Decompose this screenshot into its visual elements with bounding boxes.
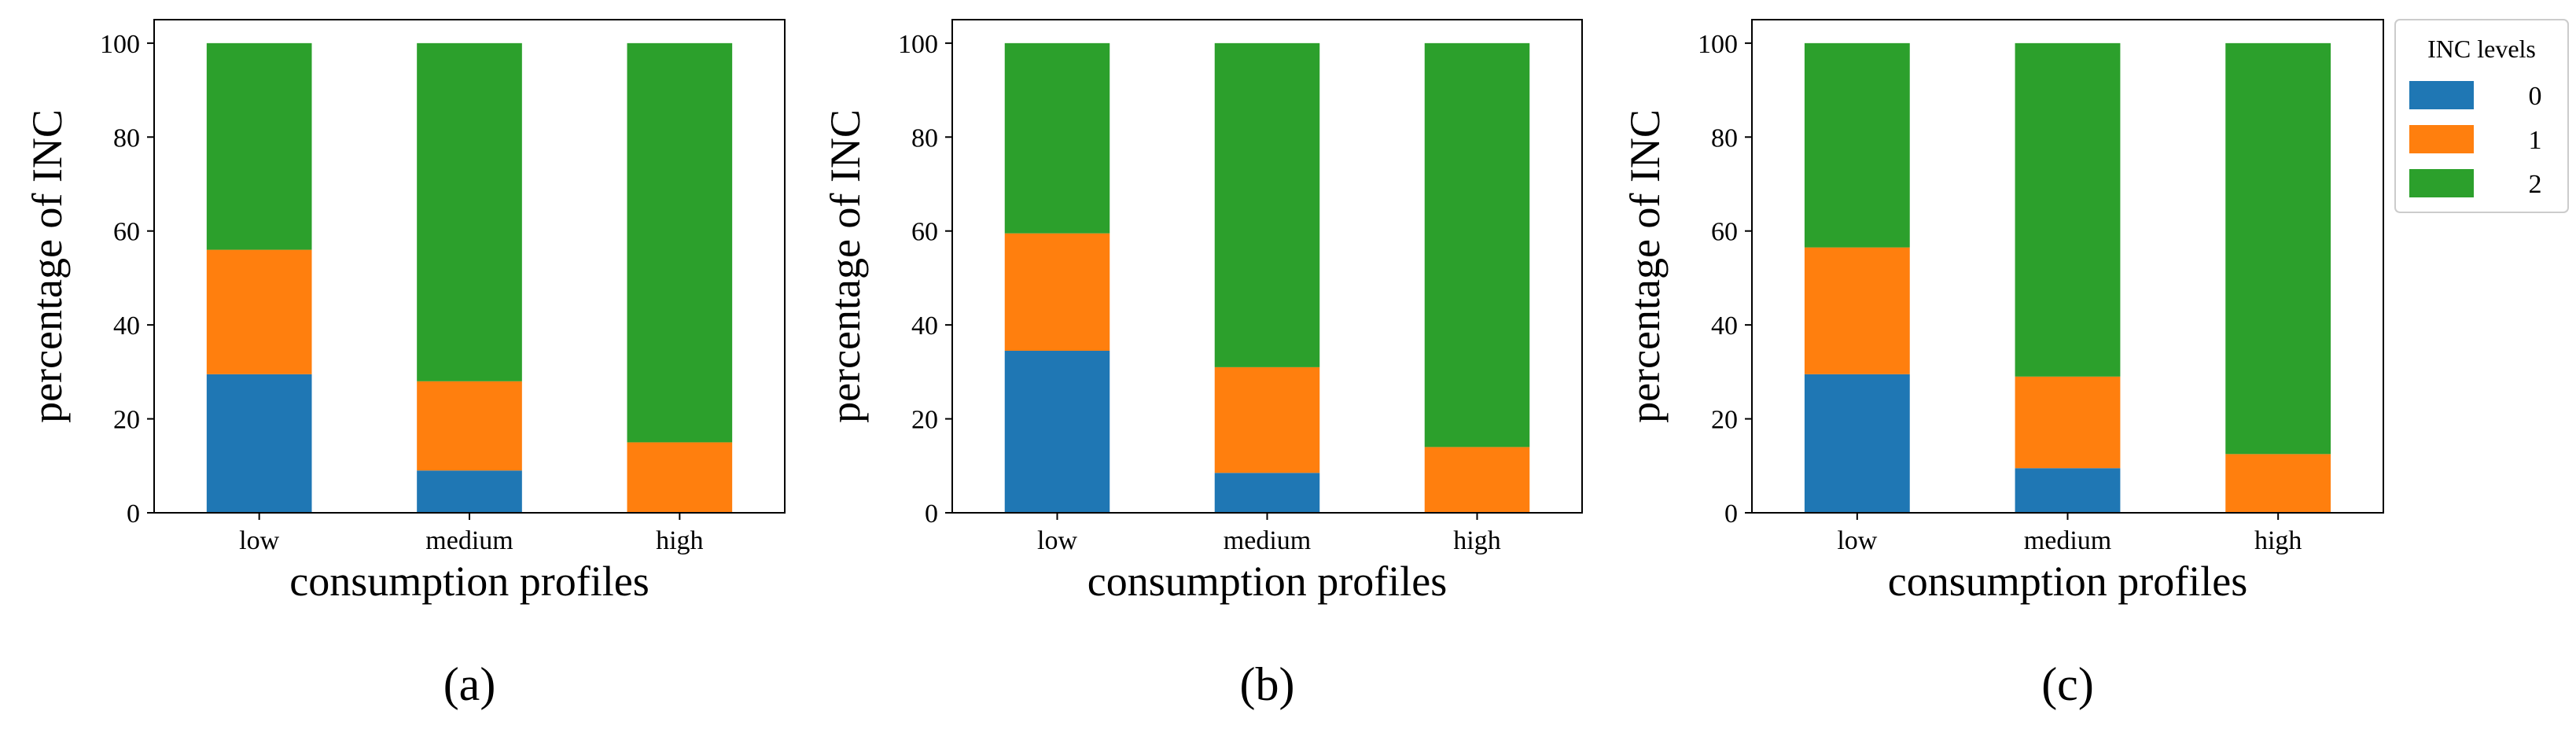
bar-medium-level-0: [1214, 473, 1320, 513]
bar-medium-level-2: [2015, 42, 2121, 377]
x-axis-label: consumption profiles: [1888, 558, 2247, 605]
bar-high-level-2: [627, 42, 733, 443]
y-tick-label: 60: [113, 218, 140, 247]
bar-medium-level-0: [2015, 468, 2121, 513]
legend-entry-label: 0: [2529, 82, 2542, 111]
chart-panel-1: low medium high 0 20 40 60 80 100 consumption pro…: [24, 19, 786, 710]
panel-label: (a): [443, 658, 496, 710]
legend-entry-label: 2: [2529, 170, 2542, 199]
x-tick-label: high: [656, 526, 703, 555]
panel-label: (c): [2041, 658, 2094, 710]
y-axis-label: percentage of INC: [24, 109, 71, 423]
y-tick-label: 60: [1711, 218, 1738, 247]
y-tick-label: 0: [1724, 499, 1738, 529]
bar-medium-level-1: [417, 381, 522, 471]
y-tick-label: 40: [911, 311, 938, 341]
bar-low-level-0: [1804, 374, 1910, 513]
bar-high-level-2: [2225, 42, 2331, 455]
y-tick-label: 80: [113, 123, 140, 153]
x-tick-label: low: [1037, 526, 1077, 555]
bar-low-level-2: [1804, 42, 1910, 248]
legend-box: [2394, 19, 2569, 213]
y-tick-label: 80: [1711, 123, 1738, 153]
x-tick-label: medium: [2024, 526, 2111, 555]
plot-frame: [1751, 19, 2384, 514]
y-tick-label: 0: [925, 499, 938, 529]
x-axis-label: consumption profiles: [289, 558, 649, 605]
x-tick-label: low: [1837, 526, 1877, 555]
y-tick-label: 40: [113, 311, 140, 341]
y-axis-label: percentage of INC: [822, 109, 869, 423]
y-tick-label: 100: [100, 30, 140, 59]
y-axis-label: percentage of INC: [1621, 109, 1669, 423]
y-tick-label: 20: [1711, 406, 1738, 435]
bar-high-level-1: [627, 442, 733, 513]
legend: INC levels 0 1 2: [2394, 19, 2569, 213]
x-tick-label: high: [2254, 526, 2302, 555]
panel-label: (b): [1240, 658, 1295, 710]
x-axis-label: consumption profiles: [1087, 558, 1447, 605]
y-tick-label: 80: [911, 123, 938, 153]
chart-panel-2: low medium high 0 20 40 60 80 100 consumption pro…: [822, 19, 1583, 710]
y-tick-label: 100: [898, 30, 938, 59]
bar-medium-level-1: [2015, 376, 2121, 469]
bar-low-level-1: [1004, 233, 1110, 351]
chart-panel-3: low medium high 0 20 40 60 80 100 consumption pro…: [1621, 19, 2384, 710]
y-tick-label: 20: [911, 406, 938, 435]
bar-medium-level-0: [417, 470, 522, 513]
bar-high-level-1: [2225, 454, 2331, 513]
plot-frame: [153, 19, 786, 514]
y-tick-label: 20: [113, 406, 140, 435]
y-tick-label: 60: [911, 218, 938, 247]
y-tick-label: 40: [1711, 311, 1738, 341]
bar-low-level-0: [206, 374, 312, 513]
legend-entry-label: 1: [2529, 126, 2542, 155]
bar-low-level-2: [1004, 42, 1110, 234]
bar-low-level-2: [206, 42, 312, 250]
bar-medium-level-2: [1214, 42, 1320, 367]
y-tick-label: 0: [127, 499, 140, 529]
bar-low-level-0: [1004, 350, 1110, 513]
bar-high-level-1: [1424, 447, 1530, 513]
legend-swatch-2: [2409, 169, 2474, 197]
bar-medium-level-1: [1214, 366, 1320, 473]
legend-swatch-0: [2409, 81, 2474, 109]
bar-low-level-1: [1804, 247, 1910, 374]
plot-frame: [951, 19, 1583, 514]
x-tick-label: high: [1453, 526, 1500, 555]
x-tick-label: medium: [1224, 526, 1311, 555]
legend-swatch-1: [2409, 125, 2474, 153]
y-tick-label: 100: [1698, 30, 1738, 59]
x-tick-label: low: [239, 526, 279, 555]
x-tick-label: medium: [425, 526, 513, 555]
bar-high-level-2: [1424, 42, 1530, 448]
bar-low-level-1: [206, 249, 312, 374]
legend-title: INC levels: [2427, 35, 2536, 63]
bar-medium-level-2: [417, 42, 522, 381]
